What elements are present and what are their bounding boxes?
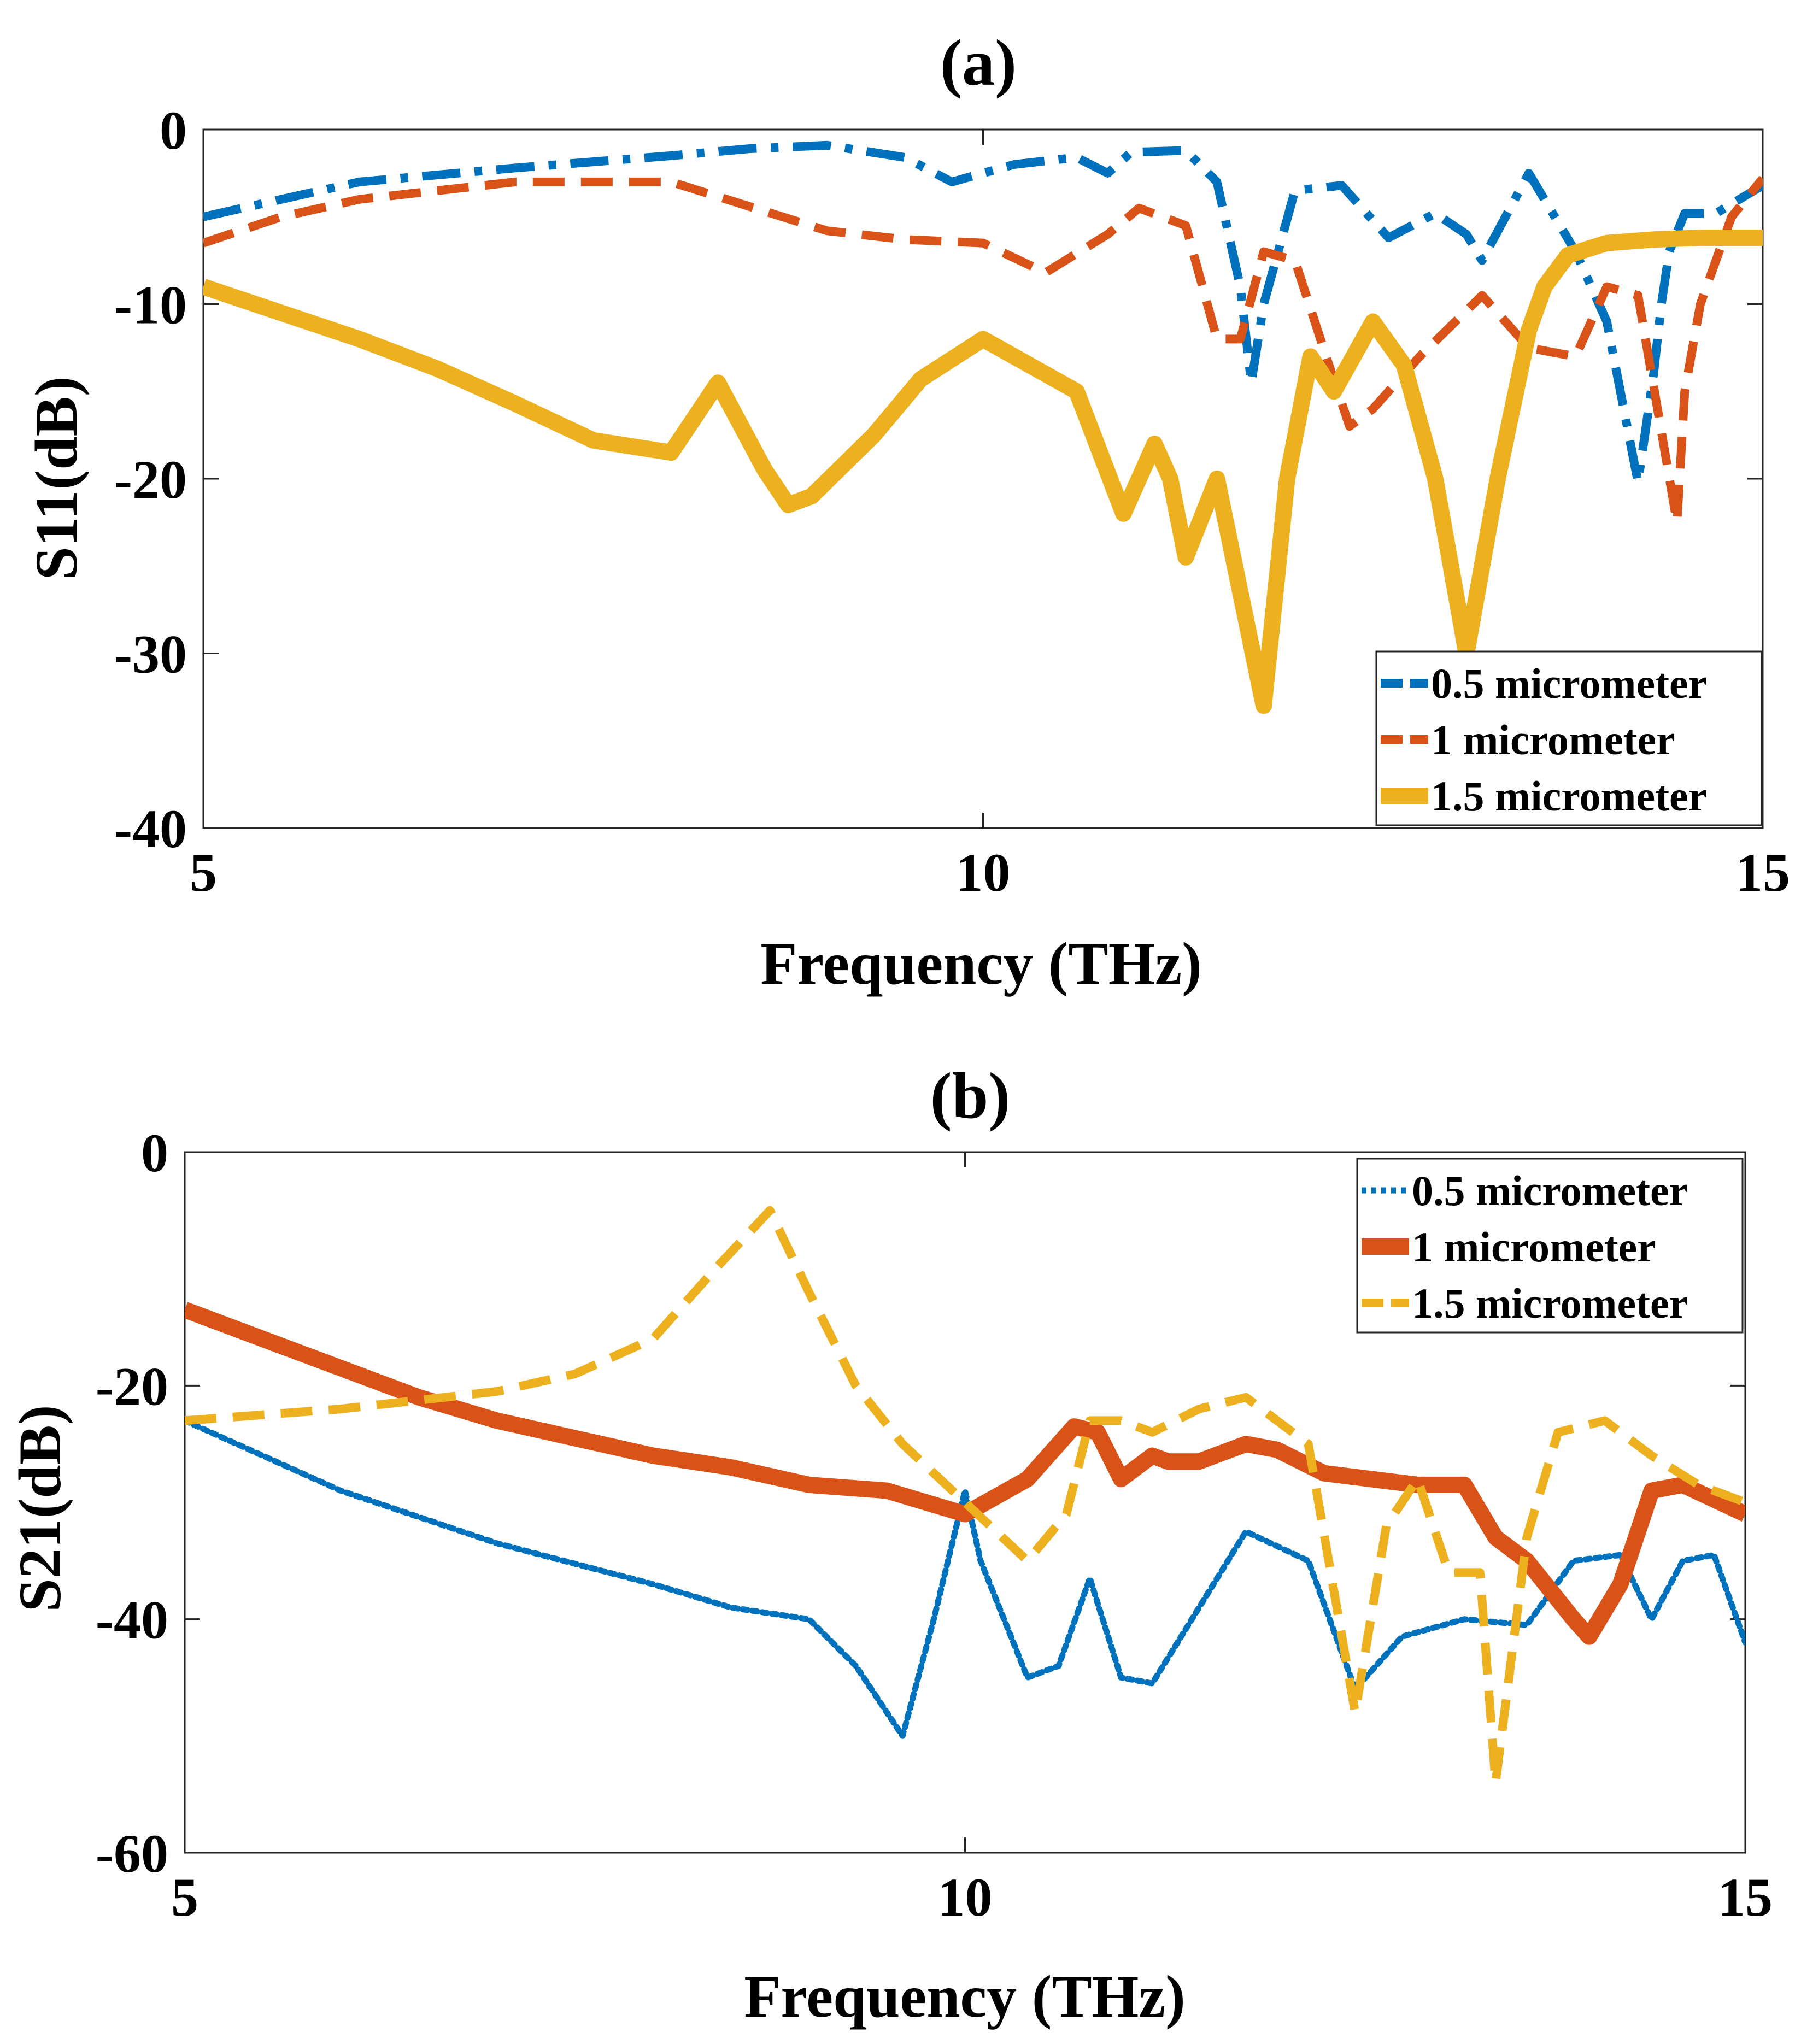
panel-a-x-tick-label-2: 15 bbox=[1735, 842, 1790, 903]
panel-a-x-tick-label-0: 5 bbox=[190, 842, 217, 903]
panel-b-legend-label-2: 1.5 micrometer bbox=[1412, 1279, 1688, 1327]
panel-a-title: (a) bbox=[940, 26, 1017, 99]
panel-b-series-line-2 bbox=[185, 1206, 1745, 1787]
panel-b-series-line-1 bbox=[185, 1302, 1745, 1645]
panel-b-legend-box bbox=[1356, 1158, 1744, 1334]
panel-b-y-axis-label: S21(dB) bbox=[7, 1405, 73, 1612]
panel-a-legend-label-2: 1.5 micrometer bbox=[1431, 772, 1707, 820]
panel-a-x-axis-label: Frequency (THz) bbox=[760, 930, 1202, 997]
panel-b-legend-label-1: 1 micrometer bbox=[1412, 1223, 1656, 1271]
panel-b-x-tick-label-0: 5 bbox=[171, 1867, 198, 1928]
panel-a-x-tick-label-1: 10 bbox=[956, 842, 1011, 903]
panel-a-y-axis-label: S11(dB) bbox=[23, 377, 90, 580]
panel-a-y-tick-label-0: 0 bbox=[160, 100, 187, 161]
panel-b-y-tick-label-0: 0 bbox=[141, 1123, 168, 1183]
panel-a-legend-label-1: 1 micrometer bbox=[1431, 716, 1675, 763]
panel-b-series-line-0 bbox=[185, 1417, 1745, 1739]
panel-b-series-group bbox=[185, 1206, 1745, 1787]
panel-a-series-line-0 bbox=[203, 140, 1763, 487]
panel-b-y-tick-label-1: -20 bbox=[96, 1356, 168, 1417]
panel-a-y-tick-label-3: -30 bbox=[114, 624, 187, 685]
panel-b-x-tick-label-1: 10 bbox=[938, 1867, 993, 1928]
panel-b-y-tick-label-3: -60 bbox=[96, 1823, 168, 1884]
panel-b-legend-label-0: 0.5 micrometer bbox=[1412, 1167, 1688, 1214]
panel-a-series-line-1 bbox=[203, 175, 1763, 527]
panel-a-series-line-2 bbox=[203, 230, 1763, 714]
panel-a: (a) 5 10 15 0 -10 -20 -30 -40 0.5 micrometer 1 mi… bbox=[23, 26, 1790, 997]
panel-b-legend: 0.5 micrometer 1 micrometer 1.5 micrometer bbox=[1356, 1158, 1744, 1334]
panel-b: (b) 5 10 15 0 -20 -40 -60 0.5 micrometer 1 micro… bbox=[7, 1059, 1773, 2030]
panel-a-legend-label-0: 0.5 micrometer bbox=[1431, 660, 1707, 707]
panel-a-series-group bbox=[203, 140, 1763, 714]
panel-a-y-tick-label-1: -10 bbox=[114, 275, 187, 336]
panel-a-y-tick-label-4: -40 bbox=[114, 798, 187, 859]
panel-b-x-tick-label-2: 15 bbox=[1718, 1867, 1773, 1928]
plot-b-area: 5 10 15 0 -20 -40 -60 0.5 micrometer 1 micromete… bbox=[96, 1123, 1773, 1928]
panel-a-y-tick-label-2: -20 bbox=[114, 449, 187, 510]
panel-b-y-tick-label-2: -40 bbox=[96, 1590, 168, 1651]
panel-b-x-axis-label: Frequency (THz) bbox=[744, 1963, 1186, 2030]
panel-a-legend: 0.5 micrometer 1 micrometer 1.5 micrometer bbox=[1375, 650, 1763, 826]
panel-a-legend-box bbox=[1375, 650, 1763, 826]
plot-a-area: 5 10 15 0 -10 -20 -30 -40 0.5 micrometer 1 microm… bbox=[114, 100, 1790, 903]
panel-b-title: (b) bbox=[930, 1059, 1011, 1132]
